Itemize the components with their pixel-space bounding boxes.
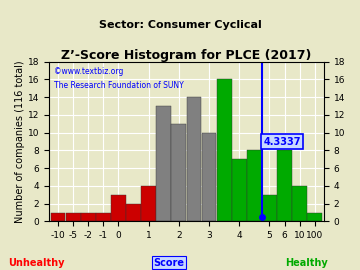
Bar bbox=[217, 79, 231, 221]
Bar bbox=[247, 150, 262, 221]
Title: Z’-Score Histogram for PLCE (2017): Z’-Score Histogram for PLCE (2017) bbox=[61, 49, 311, 62]
Bar bbox=[171, 124, 186, 221]
Text: The Research Foundation of SUNY: The Research Foundation of SUNY bbox=[54, 81, 184, 90]
Bar bbox=[277, 150, 292, 221]
Bar bbox=[186, 97, 201, 221]
Bar bbox=[81, 212, 96, 221]
Bar bbox=[96, 212, 111, 221]
Bar bbox=[202, 133, 216, 221]
Text: Unhealthy: Unhealthy bbox=[8, 258, 64, 268]
Bar bbox=[66, 212, 81, 221]
Bar bbox=[51, 212, 66, 221]
Bar bbox=[111, 195, 126, 221]
Bar bbox=[307, 212, 322, 221]
Y-axis label: Number of companies (116 total): Number of companies (116 total) bbox=[15, 60, 25, 223]
Bar bbox=[262, 195, 277, 221]
Bar bbox=[126, 204, 141, 221]
Text: Sector: Consumer Cyclical: Sector: Consumer Cyclical bbox=[99, 20, 261, 30]
Bar bbox=[292, 186, 307, 221]
Text: Score: Score bbox=[154, 258, 185, 268]
Text: Healthy: Healthy bbox=[285, 258, 327, 268]
Bar bbox=[232, 159, 247, 221]
Text: 4.3337: 4.3337 bbox=[264, 137, 301, 147]
Bar bbox=[141, 186, 156, 221]
Bar bbox=[156, 106, 171, 221]
Text: ©www.textbiz.org: ©www.textbiz.org bbox=[54, 66, 124, 76]
